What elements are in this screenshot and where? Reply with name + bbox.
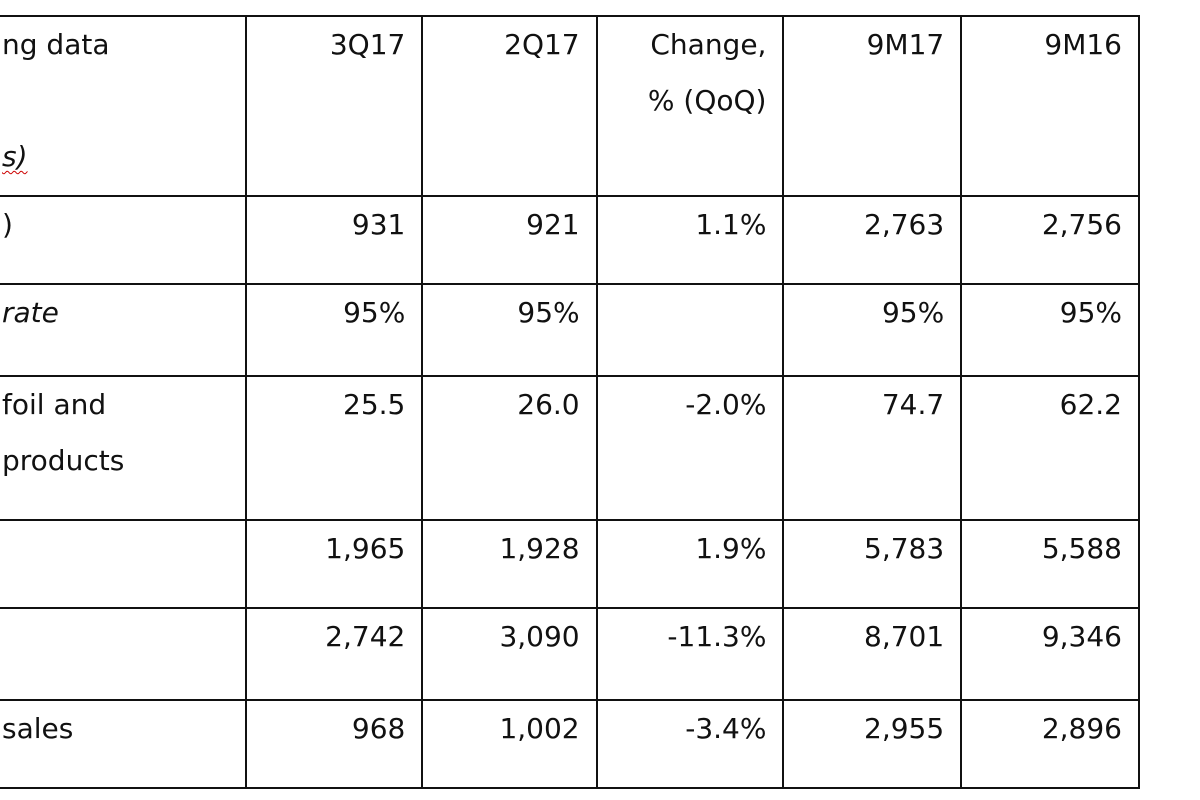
table-row: foil and products 25.5 26.0 -2.0% 74.7 6…	[0, 375, 1140, 521]
cell-value: 1.9%	[595, 519, 785, 609]
cell-value: -11.3%	[595, 607, 785, 701]
table-row: sales 968 1,002 -3.4% 2,955 2,896	[0, 699, 1140, 789]
cell-value: 95%	[960, 283, 1140, 377]
cell-value: 3,090	[421, 607, 598, 701]
cell-value: 2,763	[782, 195, 963, 285]
table-row: 2,742 3,090 -11.3% 8,701 9,346	[0, 607, 1140, 701]
table-row: ) 931 921 1.1% 2,763 2,756	[0, 195, 1140, 285]
cell-value: 95%	[421, 283, 598, 377]
header-label-line-1: ng data	[2, 28, 110, 61]
cell-value: 921	[421, 195, 598, 285]
cell-value: 95%	[782, 283, 963, 377]
header-2q17: 2Q17	[421, 15, 598, 197]
operating-data-table: ng data s) 3Q17 2Q17 Change, % (QoQ) 9M1…	[0, 15, 1140, 789]
cell-value: 9,346	[960, 607, 1140, 701]
cell-value: 1,002	[421, 699, 598, 789]
row-label: sales	[0, 699, 248, 789]
cell-value: 2,896	[960, 699, 1140, 789]
cell-value: 26.0	[421, 375, 598, 521]
cell-value: 95%	[245, 283, 424, 377]
cell-value: 968	[245, 699, 424, 789]
cell-value: 1,928	[421, 519, 598, 609]
row-label: )	[0, 195, 248, 285]
header-3q17: 3Q17	[245, 15, 424, 197]
cell-value: 25.5	[245, 375, 424, 521]
header-label-cell: ng data s)	[0, 15, 248, 197]
header-label-line-2	[2, 73, 245, 129]
header-9m16: 9M16	[960, 15, 1140, 197]
table-row: rate 95% 95% 95% 95%	[0, 283, 1140, 377]
cell-value: 5,783	[782, 519, 963, 609]
row-label: rate	[0, 283, 248, 377]
header-change-qoq: Change, % (QoQ)	[595, 15, 785, 197]
cell-value: -3.4%	[595, 699, 785, 789]
row-label	[0, 607, 248, 701]
cell-value: 2,742	[245, 607, 424, 701]
cell-value	[595, 283, 785, 377]
header-label-line-3: s)	[2, 140, 28, 173]
cell-value: 74.7	[782, 375, 963, 521]
cell-value: -2.0%	[595, 375, 785, 521]
header-row: ng data s) 3Q17 2Q17 Change, % (QoQ) 9M1…	[0, 15, 1140, 197]
cell-value: 1.1%	[595, 195, 785, 285]
cell-value: 931	[245, 195, 424, 285]
cell-value: 2,756	[960, 195, 1140, 285]
header-9m17: 9M17	[782, 15, 963, 197]
cell-value: 2,955	[782, 699, 963, 789]
cell-value: 8,701	[782, 607, 963, 701]
table-row: 1,965 1,928 1.9% 5,783 5,588	[0, 519, 1140, 609]
cell-value: 62.2	[960, 375, 1140, 521]
row-label	[0, 519, 248, 609]
cell-value: 1,965	[245, 519, 424, 609]
row-label: foil and products	[0, 375, 248, 521]
cell-value: 5,588	[960, 519, 1140, 609]
